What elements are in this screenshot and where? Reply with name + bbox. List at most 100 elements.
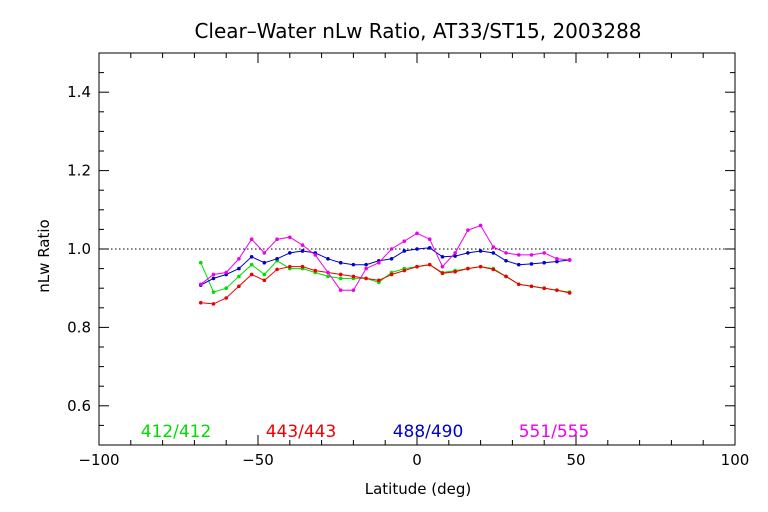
data-point (237, 274, 241, 279)
data-point (300, 264, 305, 269)
y-tick-label: 0.6 (67, 397, 91, 415)
data-point (478, 249, 483, 253)
chart-title: Clear–Water nLw Ratio, AT33/ST15, 200328… (194, 19, 641, 43)
data-point (351, 274, 356, 279)
y-tick-label: 1.2 (67, 162, 91, 180)
data-point (427, 262, 432, 267)
data-point (326, 257, 330, 261)
data-point (300, 243, 305, 247)
data-point (351, 288, 356, 292)
x-axis-label: Latitude (deg) (365, 480, 471, 498)
data-point (415, 247, 419, 251)
series-line-488-490 (200, 247, 570, 286)
legend-entry: 551/555 (519, 422, 590, 442)
data-point (237, 266, 241, 271)
data-point (504, 251, 508, 255)
data-point (262, 251, 267, 255)
data-point (326, 270, 330, 275)
data-point (224, 286, 228, 291)
data-point (198, 260, 203, 265)
data-point (313, 268, 318, 273)
data-point (427, 246, 432, 250)
data-point (288, 235, 292, 240)
data-point (364, 266, 368, 271)
data-point (440, 255, 445, 259)
data-point (555, 288, 559, 292)
data-point (453, 254, 457, 258)
data-point (211, 272, 216, 277)
data-point (529, 284, 534, 289)
data-point (338, 276, 343, 281)
data-point (402, 239, 407, 243)
data-point (529, 262, 534, 266)
data-point (249, 255, 254, 259)
series-line-551-555 (200, 224, 570, 291)
data-point (567, 258, 572, 262)
data-point (313, 253, 318, 257)
data-point (198, 282, 203, 287)
data-point (466, 228, 470, 232)
y-tick-label: 1.0 (67, 240, 91, 258)
data-point (491, 251, 496, 255)
x-tick-label: 0 (412, 451, 422, 469)
data-point (262, 278, 267, 283)
data-point (211, 302, 216, 306)
x-tick-label: 50 (566, 451, 585, 469)
data-point (440, 264, 445, 269)
data-point (338, 288, 343, 292)
legend-entry: 488/490 (393, 422, 464, 442)
data-point (516, 262, 521, 267)
data-point (516, 253, 521, 257)
data-point (504, 258, 508, 263)
data-point (453, 269, 457, 274)
data-point (288, 251, 292, 255)
data-point (478, 264, 483, 269)
y-tick-label: 0.8 (67, 318, 91, 336)
data-point (377, 278, 381, 283)
data-point (402, 268, 407, 273)
data-point (415, 231, 419, 236)
data-point (288, 264, 292, 269)
data-point (198, 300, 203, 305)
data-point (224, 296, 228, 300)
data-point (377, 260, 381, 265)
data-point (262, 260, 267, 265)
data-point (516, 282, 521, 287)
data-point (542, 286, 546, 291)
data-point (466, 266, 470, 271)
data-point (262, 272, 267, 277)
data-point (275, 237, 279, 241)
data-point (351, 262, 356, 267)
data-point (466, 251, 470, 255)
data-point (555, 257, 559, 261)
data-point (364, 276, 368, 281)
data-point (389, 247, 394, 251)
data-point (300, 249, 305, 253)
data-point (542, 251, 546, 255)
data-point (389, 257, 394, 261)
data-point (529, 253, 534, 257)
data-point (275, 267, 279, 272)
data-point (555, 259, 559, 264)
data-point (224, 270, 228, 275)
y-tick-label: 1.4 (67, 83, 91, 101)
data-point (504, 274, 508, 279)
data-point (389, 272, 394, 277)
legend-entry: 443/443 (266, 422, 337, 442)
series-line-443-443 (200, 264, 570, 305)
data-point (402, 249, 407, 253)
data-point (249, 237, 254, 241)
data-point (326, 274, 330, 279)
data-point (338, 260, 343, 265)
data-point (249, 262, 254, 267)
data-point (237, 284, 241, 289)
x-tick-label: −100 (78, 451, 119, 469)
data-point (491, 245, 496, 249)
data-point (364, 262, 368, 267)
data-point (275, 257, 279, 261)
data-point (478, 223, 483, 228)
data-point (453, 251, 457, 255)
data-point (338, 272, 343, 277)
x-tick-label: 100 (721, 451, 750, 469)
